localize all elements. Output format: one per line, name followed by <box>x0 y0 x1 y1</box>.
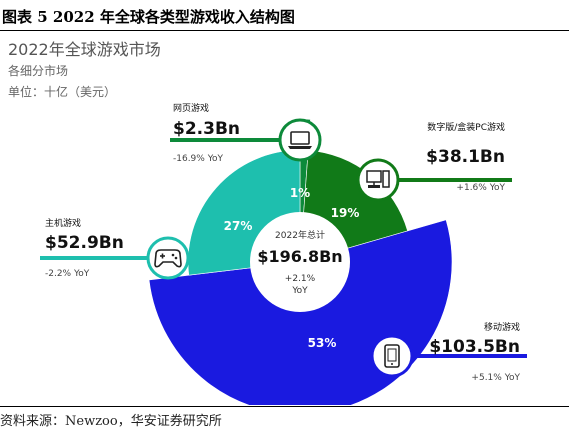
center-total-value: $196.8Bn <box>257 247 342 266</box>
segment-yoy-1: +1.6% YoY <box>456 183 505 193</box>
mobile-phone-icon <box>384 344 400 368</box>
pie-percent-label-3: 27% <box>224 219 253 233</box>
chart-title: 2022年全球游戏市场 <box>8 40 161 59</box>
phone-body <box>384 344 400 368</box>
center-growth-value: +2.1% <box>285 274 316 284</box>
phone-screen <box>387 348 397 362</box>
center-growth-unit: YoY <box>291 286 308 296</box>
center-total-label: 2022年总计 <box>275 229 325 241</box>
desktop-keyboard <box>368 185 380 188</box>
pie-percent-label-2: 53% <box>308 336 337 350</box>
source-note: 资料来源：Newzoo，华安证券研究所 <box>0 414 222 429</box>
gamepad-icon <box>154 249 182 268</box>
segment-value-3: $52.9Bn <box>45 233 124 253</box>
chart-subtitle: 各细分市场 <box>8 64 69 78</box>
figure-caption: 图表 5 2022 年全球各类型游戏收入结构图 <box>2 8 295 26</box>
gamepad-button-b <box>174 256 178 260</box>
segment-value-1: $38.1Bn <box>426 147 505 167</box>
callout-icon-ring-2 <box>370 334 414 378</box>
pie-percent-label-0: 1% <box>290 186 310 200</box>
donut-chart: 1% 19% 53% 27% 2022年总计 $196.8Bn +2.1% YoY 网页游戏 $2… <box>40 102 527 405</box>
segment-yoy-0: -16.9% YoY <box>173 154 224 164</box>
gamepad-button-a <box>171 253 175 257</box>
segment-yoy-3: -2.2% YoY <box>45 269 90 279</box>
segment-value-2: $103.5Bn <box>429 337 520 357</box>
source-rule <box>0 406 569 407</box>
callout-icon-ring-0 <box>278 118 322 162</box>
desktop-pc-icon <box>366 170 390 188</box>
segment-name-1: 数字版/盒装PC游戏 <box>427 121 505 133</box>
laptop-icon <box>288 131 312 149</box>
callout-icon-ring-1 <box>356 158 400 202</box>
phone-button <box>391 363 393 365</box>
segment-value-0: $2.3Bn <box>173 119 240 139</box>
segment-name-0: 网页游戏 <box>173 102 209 114</box>
pie-percent-label-1: 19% <box>331 206 360 220</box>
gamepad-body <box>154 249 182 268</box>
callout-icon-ring-3 <box>146 236 190 280</box>
segment-name-3: 主机游戏 <box>45 217 81 229</box>
laptop-screen <box>290 131 310 145</box>
segment-name-2: 移动游戏 <box>484 321 520 333</box>
chart-unit-label: 单位：十亿（美元） <box>8 85 117 99</box>
segment-yoy-2: +5.1% YoY <box>471 373 520 383</box>
donut-center <box>250 212 350 312</box>
caption-rule <box>0 30 569 31</box>
desktop-tower <box>382 170 390 188</box>
laptop-base <box>288 146 312 149</box>
